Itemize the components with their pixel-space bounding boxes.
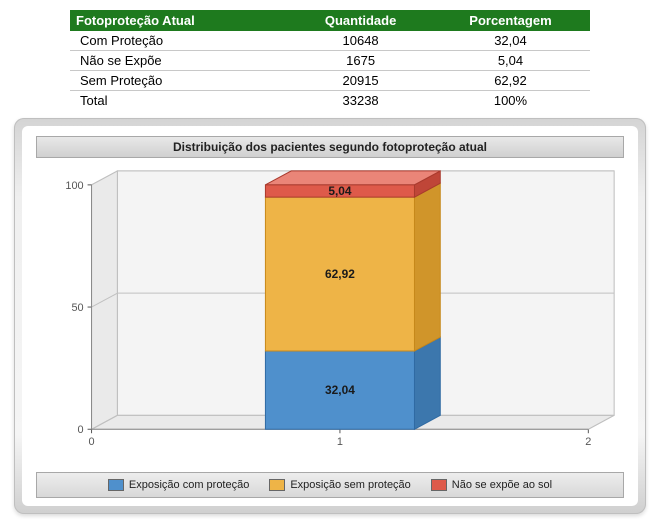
row-label: Sem Proteção bbox=[70, 71, 290, 91]
legend-swatch bbox=[108, 479, 124, 491]
svg-text:62,92: 62,92 bbox=[325, 267, 355, 281]
row-pct: 32,04 bbox=[431, 31, 590, 51]
table-row: Não se Expõe 1675 5,04 bbox=[70, 51, 590, 71]
total-qty: 33238 bbox=[290, 91, 431, 111]
table-row: Sem Proteção 20915 62,92 bbox=[70, 71, 590, 91]
table-header-row: Fotoproteção Atual Quantidade Porcentage… bbox=[70, 10, 590, 31]
svg-text:32,04: 32,04 bbox=[325, 383, 355, 397]
legend-label: Exposição sem proteção bbox=[290, 479, 410, 491]
row-label: Não se Expõe bbox=[70, 51, 290, 71]
chart-title: Distribuição dos pacientes segundo fotop… bbox=[36, 136, 624, 158]
svg-text:50: 50 bbox=[71, 302, 83, 314]
legend-swatch bbox=[269, 479, 285, 491]
table-row-total: Total 33238 100% bbox=[70, 91, 590, 111]
chart-inner: Distribuição dos pacientes segundo fotop… bbox=[22, 126, 638, 506]
table-row: Com Proteção 10648 32,04 bbox=[70, 31, 590, 51]
svg-text:2: 2 bbox=[585, 436, 591, 448]
legend-item: Exposição com proteção bbox=[108, 479, 249, 491]
svg-text:0: 0 bbox=[89, 436, 95, 448]
total-label: Total bbox=[70, 91, 290, 111]
table-col-2: Porcentagem bbox=[431, 10, 590, 31]
legend-label: Não se expõe ao sol bbox=[452, 479, 552, 491]
row-label: Com Proteção bbox=[70, 31, 290, 51]
table-col-1: Quantidade bbox=[290, 10, 431, 31]
legend-item: Não se expõe ao sol bbox=[431, 479, 552, 491]
legend-label: Exposição com proteção bbox=[129, 479, 249, 491]
chart-legend: Exposição com proteção Exposição sem pro… bbox=[36, 472, 624, 498]
chart-plot-svg: 0 50 100 0 1 2 32,04 62,92 5,04 bbox=[22, 164, 638, 464]
svg-text:100: 100 bbox=[65, 180, 83, 192]
table-col-0: Fotoproteção Atual bbox=[70, 10, 290, 31]
legend-item: Exposição sem proteção bbox=[269, 479, 410, 491]
svg-text:1: 1 bbox=[337, 436, 343, 448]
svg-text:0: 0 bbox=[78, 424, 84, 436]
total-pct: 100% bbox=[431, 91, 590, 111]
row-pct: 5,04 bbox=[431, 51, 590, 71]
data-table: Fotoproteção Atual Quantidade Porcentage… bbox=[70, 10, 590, 110]
row-qty: 20915 bbox=[290, 71, 431, 91]
row-pct: 62,92 bbox=[431, 71, 590, 91]
row-qty: 10648 bbox=[290, 31, 431, 51]
legend-swatch bbox=[431, 479, 447, 491]
chart-panel: Distribuição dos pacientes segundo fotop… bbox=[14, 118, 646, 514]
row-qty: 1675 bbox=[290, 51, 431, 71]
svg-text:5,04: 5,04 bbox=[328, 184, 352, 198]
